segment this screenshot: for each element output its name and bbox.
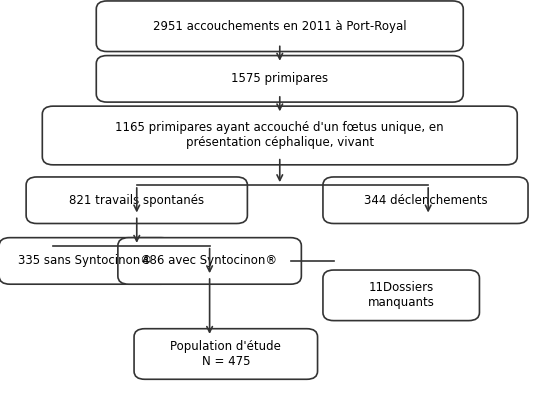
FancyBboxPatch shape — [323, 270, 479, 321]
FancyBboxPatch shape — [323, 177, 528, 223]
FancyBboxPatch shape — [26, 177, 247, 223]
FancyBboxPatch shape — [42, 106, 517, 165]
Text: 335 sans Syntocinon®: 335 sans Syntocinon® — [19, 254, 153, 267]
Text: 344 déclenchements: 344 déclenchements — [364, 194, 487, 207]
Text: 1165 primipares ayant accouché d'un fœtus unique, en
présentation céphalique, vi: 1165 primipares ayant accouché d'un fœtu… — [116, 121, 444, 149]
Text: 1575 primipares: 1575 primipares — [231, 72, 328, 85]
Text: 2951 accouchements en 2011 à Port-Royal: 2951 accouchements en 2011 à Port-Royal — [153, 20, 407, 33]
FancyBboxPatch shape — [0, 238, 172, 284]
Text: 11Dossiers
manquants: 11Dossiers manquants — [368, 281, 435, 309]
Text: 486 avec Syntocinon®: 486 avec Syntocinon® — [142, 254, 277, 267]
FancyBboxPatch shape — [96, 1, 463, 52]
FancyBboxPatch shape — [134, 329, 317, 379]
FancyBboxPatch shape — [118, 238, 301, 284]
FancyBboxPatch shape — [96, 56, 463, 102]
Text: Population d'étude
N = 475: Population d'étude N = 475 — [170, 340, 281, 368]
Text: 821 travails spontanés: 821 travails spontanés — [69, 194, 204, 207]
